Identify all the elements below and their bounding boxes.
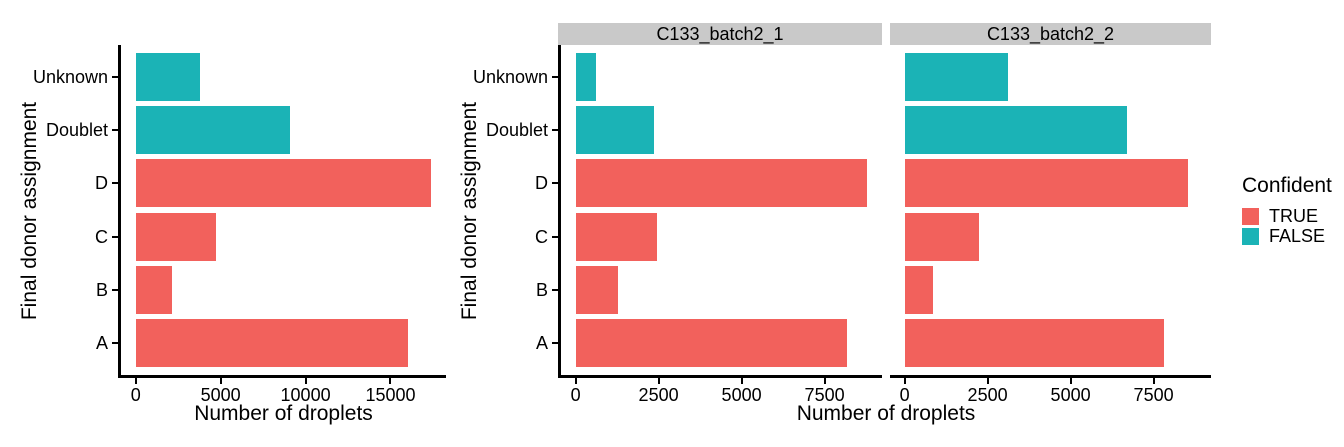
x-tick-mark (903, 378, 906, 384)
x-tick-label-5000: 5000 (200, 385, 241, 405)
x-axis-title-left: Number of droplets (194, 402, 373, 425)
bar-b (904, 265, 934, 314)
bar-c (575, 212, 657, 261)
x-tick-mark (304, 378, 307, 384)
legend-swatch-false-icon (1242, 228, 1259, 245)
x-tick-mark (1069, 378, 1072, 384)
y-tick-mark (112, 129, 118, 132)
y-tick-mark (112, 288, 118, 291)
y-tick-label-b: B (535, 279, 548, 300)
bar-a (575, 319, 848, 368)
x-axis-facet-2: 0 2500 5000 7500 (890, 378, 1211, 405)
x-axis-title-right: Number of droplets (796, 402, 976, 425)
x-tick-label-5000: 5000 (721, 385, 762, 405)
bar-unknown (904, 52, 1009, 101)
bar-unknown (135, 52, 200, 101)
x-tick-label-7500: 7500 (804, 385, 845, 405)
y-tick-mark (552, 182, 558, 185)
x-tick-label-2500: 2500 (967, 385, 1008, 405)
x-tick-label-0: 0 (130, 385, 141, 405)
panel-overall (118, 45, 446, 378)
x-tick-label-10000: 10000 (280, 385, 331, 405)
y-tick-label-d: D (95, 173, 108, 194)
y-tick-mark (552, 75, 558, 78)
y-tick-label-b: B (95, 279, 108, 300)
x-tick-label-0: 0 (570, 385, 581, 405)
y-tick-label-unknown: Unknown (472, 66, 548, 87)
y-tick-label-d: D (535, 173, 548, 194)
y-axis-left: Unknown Doublet D C B A (0, 45, 118, 375)
x-tick-label-2500: 2500 (638, 385, 679, 405)
y-tick-label-doublet: Doublet (45, 120, 108, 141)
panel-facet-1 (558, 45, 882, 378)
x-tick-mark (823, 378, 826, 384)
legend-swatch-true-icon (1242, 208, 1259, 225)
bar-doublet (135, 106, 290, 155)
legend: Confident TRUE FALSE (1242, 174, 1332, 248)
bar-c (904, 212, 980, 261)
bar-c (135, 212, 216, 261)
y-tick-mark (552, 342, 558, 345)
y-tick-mark (112, 182, 118, 185)
y-tick-mark (112, 235, 118, 238)
bar-b (135, 265, 172, 314)
facet-strip-c133-batch2-2: C133_batch2_2 (890, 23, 1211, 45)
y-tick-label-a: A (95, 333, 108, 354)
bar-d (135, 159, 432, 208)
y-tick-mark (552, 235, 558, 238)
y-tick-mark (552, 288, 558, 291)
y-tick-label-a: A (535, 333, 548, 354)
legend-label-true: TRUE (1269, 206, 1318, 226)
legend-item-true: TRUE (1242, 206, 1332, 226)
y-tick-label-c: C (535, 226, 548, 247)
y-tick-label-c: C (95, 226, 108, 247)
bar-d (904, 159, 1188, 208)
bar-doublet (904, 106, 1128, 155)
bar-a (904, 319, 1165, 368)
bar-d (575, 159, 868, 208)
legend-label-false: FALSE (1269, 226, 1326, 246)
x-tick-label-15000: 15000 (365, 385, 416, 405)
panel-facet-2 (890, 45, 1211, 378)
y-tick-label-doublet: Doublet (485, 120, 548, 141)
x-tick-mark (986, 378, 989, 384)
y-tick-label-unknown: Unknown (32, 66, 108, 87)
facet-strip-c133-batch2-1: C133_batch2_1 (558, 23, 882, 45)
y-tick-mark (112, 342, 118, 345)
x-tick-mark (389, 378, 392, 384)
bar-b (575, 265, 618, 314)
x-axis-left: 0 5000 10000 15000 (121, 378, 446, 405)
bar-unknown (575, 52, 597, 101)
legend-title: Confident (1242, 174, 1332, 197)
y-tick-mark (112, 75, 118, 78)
x-tick-mark (1152, 378, 1155, 384)
x-tick-mark (657, 378, 660, 384)
bar-doublet (575, 106, 654, 155)
y-tick-mark (552, 129, 558, 132)
x-tick-label-0: 0 (899, 385, 910, 405)
x-axis-facet-1: 0 2500 5000 7500 (561, 378, 882, 405)
legend-item-false: FALSE (1242, 226, 1332, 246)
bar-a (135, 319, 409, 368)
x-tick-mark (740, 378, 743, 384)
x-tick-label-7500: 7500 (1133, 385, 1174, 405)
x-tick-mark (574, 378, 577, 384)
x-tick-mark (134, 378, 137, 384)
y-axis-right: Unknown Doublet D C B A (430, 45, 558, 375)
x-tick-mark (219, 378, 222, 384)
x-tick-label-5000: 5000 (1050, 385, 1091, 405)
